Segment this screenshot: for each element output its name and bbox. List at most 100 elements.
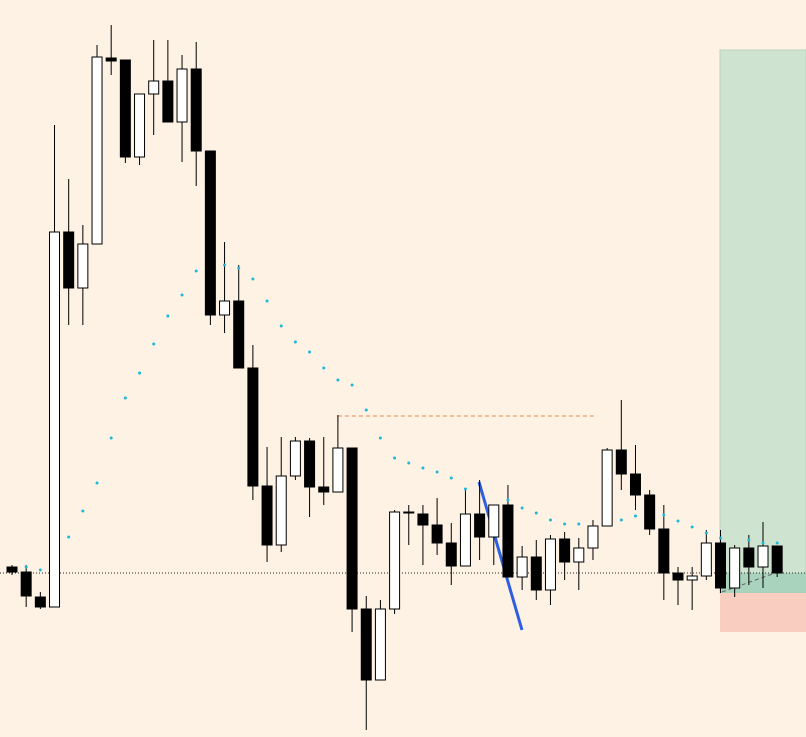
- sar-dot: [237, 266, 241, 270]
- sar-dot: [775, 541, 779, 545]
- candle-body: [34, 596, 46, 608]
- sar-dot: [393, 456, 397, 460]
- candle-body: [488, 504, 500, 538]
- candle-body: [757, 545, 769, 568]
- candle-body: [148, 80, 160, 95]
- candle-body: [289, 440, 301, 477]
- candle-body: [587, 525, 599, 549]
- sar-dot: [747, 538, 751, 542]
- candle-body: [360, 608, 372, 681]
- sar-dot: [704, 531, 708, 535]
- sar-dot: [619, 518, 623, 522]
- sar-dot: [95, 481, 99, 485]
- candle-body: [700, 542, 712, 577]
- candle-body: [729, 547, 741, 589]
- sar-dot: [421, 466, 425, 470]
- sar-dot: [690, 525, 694, 529]
- sar-dot: [293, 340, 297, 344]
- profit-zone: [719, 49, 806, 594]
- sar-dot: [534, 511, 538, 515]
- candle-body: [389, 511, 401, 610]
- candle-body: [743, 547, 755, 568]
- candle-body: [176, 68, 188, 123]
- candle-body: [445, 542, 457, 567]
- candle-body: [658, 528, 670, 574]
- sar-dot: [407, 461, 411, 465]
- sar-dot: [719, 536, 722, 540]
- sar-dot: [251, 277, 255, 281]
- projection-line: [721, 571, 779, 593]
- candle-body: [672, 572, 684, 581]
- candle-body: [559, 538, 571, 563]
- candle-body: [233, 300, 245, 369]
- sar-dot: [180, 293, 184, 297]
- candle-body: [431, 524, 443, 544]
- candle-body: [346, 447, 358, 610]
- sar-dot: [279, 324, 283, 328]
- candle-body: [219, 300, 231, 316]
- candle-body: [615, 449, 627, 475]
- sar-dot: [67, 535, 71, 539]
- sar-dot: [38, 568, 42, 572]
- sar-dot: [223, 263, 227, 267]
- candle-body: [686, 575, 698, 581]
- sar-dot: [123, 396, 127, 400]
- candle-body: [105, 57, 117, 62]
- sar-dot: [662, 513, 666, 517]
- candle-body: [573, 547, 585, 563]
- sar-dot: [308, 350, 312, 354]
- candle-body: [261, 485, 273, 546]
- candle-body: [644, 494, 656, 530]
- candle-body: [275, 475, 287, 546]
- sar-dot: [109, 436, 113, 440]
- sar-dot: [577, 522, 581, 526]
- candle-body: [77, 243, 89, 289]
- candle-body: [474, 513, 486, 538]
- loss-zone: [720, 593, 806, 632]
- sar-dot: [378, 436, 382, 440]
- candle-body: [318, 486, 330, 493]
- candle-body: [629, 473, 641, 496]
- candle-body: [417, 513, 429, 526]
- sar-dot: [350, 383, 354, 387]
- candle-body: [20, 571, 32, 597]
- sar-dot: [633, 514, 637, 518]
- candle-body: [544, 538, 556, 591]
- sar-dot: [463, 487, 467, 491]
- candle-body: [190, 68, 202, 152]
- sar-dot: [322, 366, 326, 370]
- sar-dot: [265, 299, 269, 303]
- sar-dot: [563, 522, 567, 526]
- candle-body: [459, 513, 471, 567]
- candle-body: [204, 150, 216, 316]
- sar-dot: [520, 506, 524, 510]
- sar-dot: [364, 408, 368, 412]
- sar-dot: [548, 518, 552, 522]
- candle-body: [134, 93, 146, 158]
- candle-body: [6, 566, 18, 573]
- candle-body: [332, 447, 344, 493]
- candle-body: [715, 542, 726, 589]
- candle-body: [119, 59, 131, 158]
- candle-body: [247, 367, 259, 487]
- trend-line: [477, 481, 524, 631]
- sar-dot: [336, 378, 340, 382]
- candle-body: [49, 231, 61, 608]
- sar-dot: [194, 269, 198, 273]
- sar-dot: [81, 509, 85, 513]
- candle-body: [403, 511, 415, 514]
- sar-dot: [138, 371, 142, 375]
- candle-body: [601, 449, 613, 527]
- candle-body: [304, 440, 316, 488]
- sar-dot: [676, 519, 680, 523]
- candle-body: [374, 608, 386, 681]
- sar-dot: [449, 476, 453, 480]
- candle-body: [63, 231, 75, 289]
- candle-body: [530, 556, 542, 591]
- sar-dot: [761, 541, 765, 545]
- sar-dot: [152, 342, 156, 346]
- candle-body: [516, 556, 528, 578]
- candle-body: [502, 504, 514, 578]
- candle-body: [91, 56, 103, 245]
